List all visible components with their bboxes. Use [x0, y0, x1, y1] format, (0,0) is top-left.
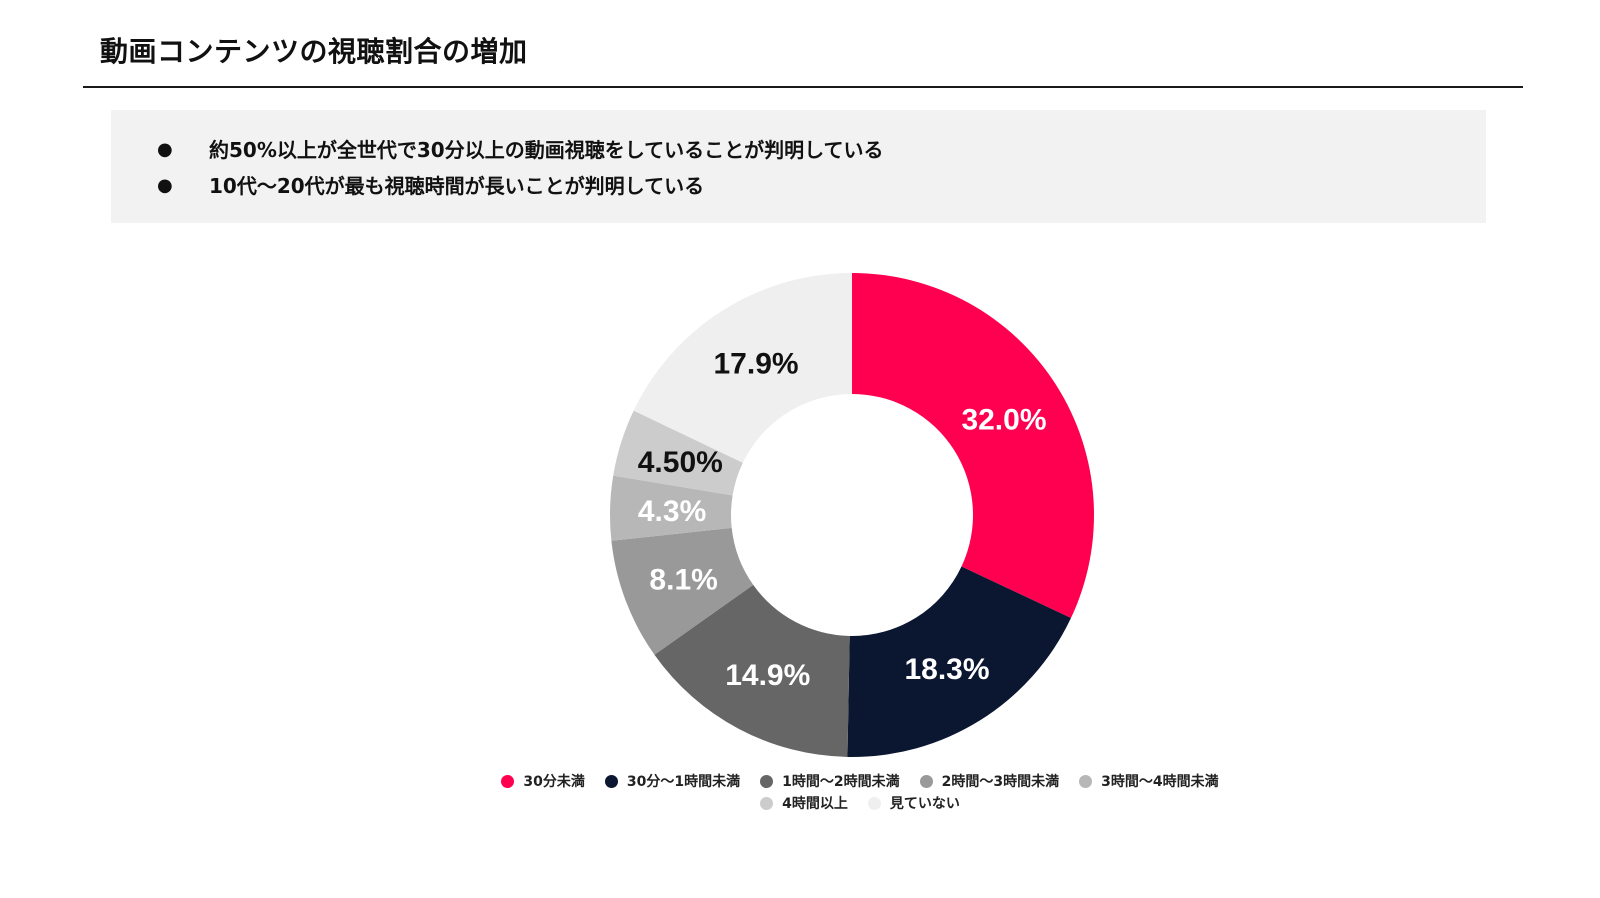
legend-label: 1時間〜2時間未満	[782, 774, 900, 790]
title-divider	[83, 86, 1523, 88]
legend-swatch-icon	[919, 774, 933, 788]
legend-swatch-icon	[501, 774, 515, 788]
slice-data-label: 17.9%	[713, 348, 798, 381]
summary-point: ● 約50%以上が全世代で30分以上の動画視聴をしていることが判明している	[111, 132, 1486, 168]
slice-data-label: 32.0%	[961, 404, 1046, 437]
bullet-icon: ●	[157, 139, 173, 160]
slice-data-label: 8.1%	[649, 564, 717, 597]
legend-swatch-icon	[604, 774, 618, 788]
page-title: 動画コンテンツの視聴割合の増加	[100, 35, 528, 68]
legend-item: 見ていない	[867, 793, 960, 813]
legend-item: 1時間〜2時間未満	[760, 771, 900, 791]
donut-slice	[611, 527, 754, 655]
legend-item: 30分未満	[501, 771, 585, 791]
summary-point-text: 10代〜20代が最も視聴時間が長いことが判明している	[209, 174, 705, 198]
summary-list: ● 約50%以上が全世代で30分以上の動画視聴をしていることが判明している ● …	[111, 110, 1486, 204]
donut-slice	[613, 410, 743, 496]
donut-slice	[654, 584, 850, 757]
summary-point-text: 約50%以上が全世代で30分以上の動画視聴をしていることが判明している	[209, 138, 884, 162]
chart-legend: 30分未満 30分〜1時間未満 1時間〜2時間未満 2時間〜3時間未満 3時間〜4時間未…	[480, 770, 1240, 814]
donut-slice	[852, 273, 1094, 619]
legend-item: 30分〜1時間未満	[604, 771, 741, 791]
legend-swatch-icon	[1079, 774, 1093, 788]
legend-label: 30分未満	[523, 774, 585, 790]
legend-label: 2時間〜3時間未満	[941, 774, 1060, 790]
slice-data-label: 4.50%	[638, 446, 723, 479]
legend-item: 3時間〜4時間未満	[1079, 771, 1219, 791]
donut-slice	[633, 273, 852, 463]
slice-data-label: 18.3%	[904, 653, 989, 686]
bullet-icon: ●	[157, 175, 173, 196]
legend-label: 3時間〜4時間未満	[1101, 774, 1219, 790]
legend-item: 2時間〜3時間未満	[919, 771, 1060, 791]
slice-data-label: 4.3%	[638, 495, 706, 528]
summary-box: ● 約50%以上が全世代で30分以上の動画視聴をしていることが判明している ● …	[111, 110, 1486, 223]
donut-slice	[847, 566, 1071, 757]
legend-swatch-icon	[867, 796, 881, 810]
legend-swatch-icon	[760, 774, 774, 788]
donut-slice	[609, 475, 733, 541]
legend-swatch-icon	[760, 796, 774, 810]
slice-data-label: 14.9%	[725, 659, 810, 692]
legend-label: 見ていない	[889, 796, 960, 812]
legend-label: 4時間以上	[782, 796, 848, 812]
legend-item: 4時間以上	[760, 793, 848, 813]
legend-row: 4時間以上 見ていない	[480, 792, 1240, 814]
summary-point: ● 10代〜20代が最も視聴時間が長いことが判明している	[111, 168, 1486, 204]
legend-label: 30分〜1時間未満	[626, 774, 741, 790]
legend-row: 30分未満 30分〜1時間未満 1時間〜2時間未満 2時間〜3時間未満 3時間〜4時間未…	[480, 770, 1240, 792]
